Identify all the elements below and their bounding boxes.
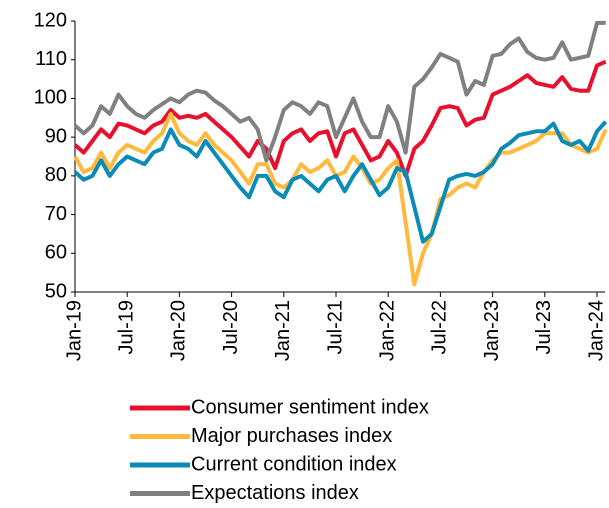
y-tick-label: 60 — [45, 242, 67, 264]
y-tick-label: 120 — [34, 9, 67, 31]
y-tick-label: 70 — [45, 203, 67, 225]
y-tick-label: 100 — [34, 87, 67, 109]
x-tick-label: Jan-23 — [481, 300, 503, 361]
x-tick-label: Jan-19 — [63, 300, 85, 361]
legend-label: Consumer sentiment index — [191, 396, 429, 418]
x-tick-label: Jul-20 — [220, 300, 242, 354]
x-tick-label: Jul-22 — [429, 300, 451, 354]
x-tick-label: Jul-21 — [324, 300, 346, 354]
series-line — [73, 120, 608, 244]
x-tick-label: Jan-22 — [376, 300, 398, 361]
x-tick-label: Jul-23 — [533, 300, 555, 354]
legend-label: Major purchases index — [191, 425, 392, 447]
series-line — [73, 111, 608, 287]
y-tick-label: 80 — [45, 164, 67, 186]
y-tick-label: 90 — [45, 125, 67, 147]
legend-label: Expectations index — [191, 482, 359, 504]
y-tick-label: 50 — [45, 280, 67, 302]
series-line — [73, 59, 607, 178]
series-line — [73, 20, 606, 163]
x-tick-label: Jan-21 — [272, 300, 294, 361]
x-tick-label: Jan-24 — [585, 300, 607, 361]
legend-label: Current condition index — [191, 453, 397, 475]
x-tick-label: Jul-19 — [115, 300, 137, 354]
x-tick-label: Jan-20 — [168, 300, 190, 361]
y-tick-label: 110 — [35, 48, 67, 70]
